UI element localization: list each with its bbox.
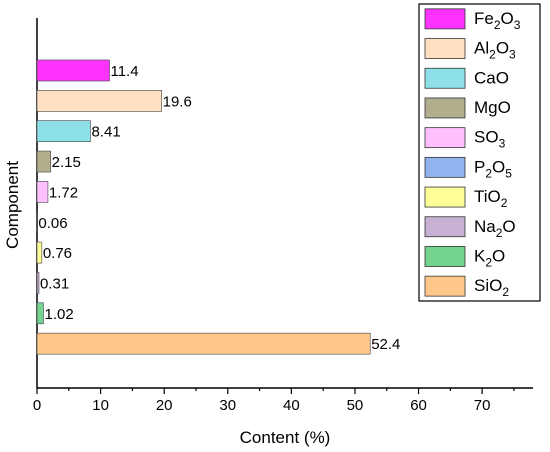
legend-swatch-k2o	[424, 246, 466, 267]
legend-label-p2o5: P2O5	[474, 157, 512, 180]
bar-mgo	[36, 150, 51, 173]
x-tick-label: 30	[219, 397, 236, 414]
legend-label-tio2: TiO2	[474, 187, 508, 210]
legend-swatch-tio2	[424, 186, 466, 208]
legend-label-cao: CaO	[474, 68, 509, 87]
data-label-na2o: 0.31	[40, 275, 69, 292]
legend-label-na2o: Na2O	[474, 217, 516, 240]
x-axis-title: Content (%)	[240, 428, 331, 447]
data-label-so3: 1.72	[49, 184, 78, 201]
data-label-p2o5: 0.06	[38, 215, 67, 232]
data-label-fe2o3: 11.4	[110, 63, 138, 80]
legend-label-fe2o3: Fe2O3	[474, 9, 521, 32]
x-tick-label: 50	[347, 397, 364, 414]
data-label-cao: 8.41	[91, 124, 120, 141]
legend-swatch-sio2	[424, 275, 466, 297]
data-label-al2o3: 19.6	[163, 93, 192, 110]
bar-so3	[36, 181, 49, 203]
legend-swatch-fe2o3	[424, 8, 466, 30]
x-tick-label: 60	[410, 397, 427, 414]
legend-label-mgo: MgO	[474, 98, 511, 117]
x-axis-ticks: 0 10 20 30 40 50 60 70	[33, 388, 515, 414]
x-tick-label: 40	[283, 397, 300, 414]
legend-label-al2o3: Al2O3	[474, 39, 516, 62]
bars-group	[36, 59, 371, 355]
legend-label-so3: SO3	[474, 128, 506, 151]
data-labels-group: 11.4 19.6 8.41 2.15 1.72 0.06 0.76 0.31 1.02 52.4	[38, 63, 400, 353]
legend-label-k2o: K2O	[474, 246, 505, 269]
legend-swatch-p2o5	[424, 156, 466, 178]
legend-swatch-so3	[424, 127, 466, 149]
legend-swatch-na2o	[424, 216, 466, 238]
bar-fe2o3	[36, 59, 110, 82]
x-tick-label: 20	[156, 397, 173, 414]
x-tick-label: 10	[92, 397, 109, 414]
x-tick-label: 70	[474, 397, 491, 414]
bar-sio2	[36, 332, 371, 355]
legend-swatch-mgo	[424, 97, 466, 119]
bar-na2o	[36, 272, 40, 294]
legend-label-sio2: SiO2	[474, 276, 509, 299]
data-label-tio2: 0.76	[43, 245, 72, 262]
bar-al2o3	[36, 90, 162, 112]
bar-p2o5	[36, 211, 38, 234]
bar-cao	[36, 120, 91, 142]
data-label-sio2: 52.4	[371, 336, 400, 353]
bar-tio2	[36, 241, 43, 264]
legend-swatch-al2o3	[424, 38, 466, 59]
data-label-k2o: 1.02	[44, 306, 73, 323]
x-tick-label: 0	[33, 397, 41, 414]
legend: Fe2O3 Al2O3 CaO MgO SO3 P2O5 TiO2 Na2O K2O SiO2	[418, 3, 541, 302]
y-axis-title: Component	[3, 161, 22, 249]
data-label-mgo: 2.15	[52, 154, 81, 171]
bar-k2o	[36, 302, 44, 325]
legend-swatch-cao	[424, 67, 466, 89]
